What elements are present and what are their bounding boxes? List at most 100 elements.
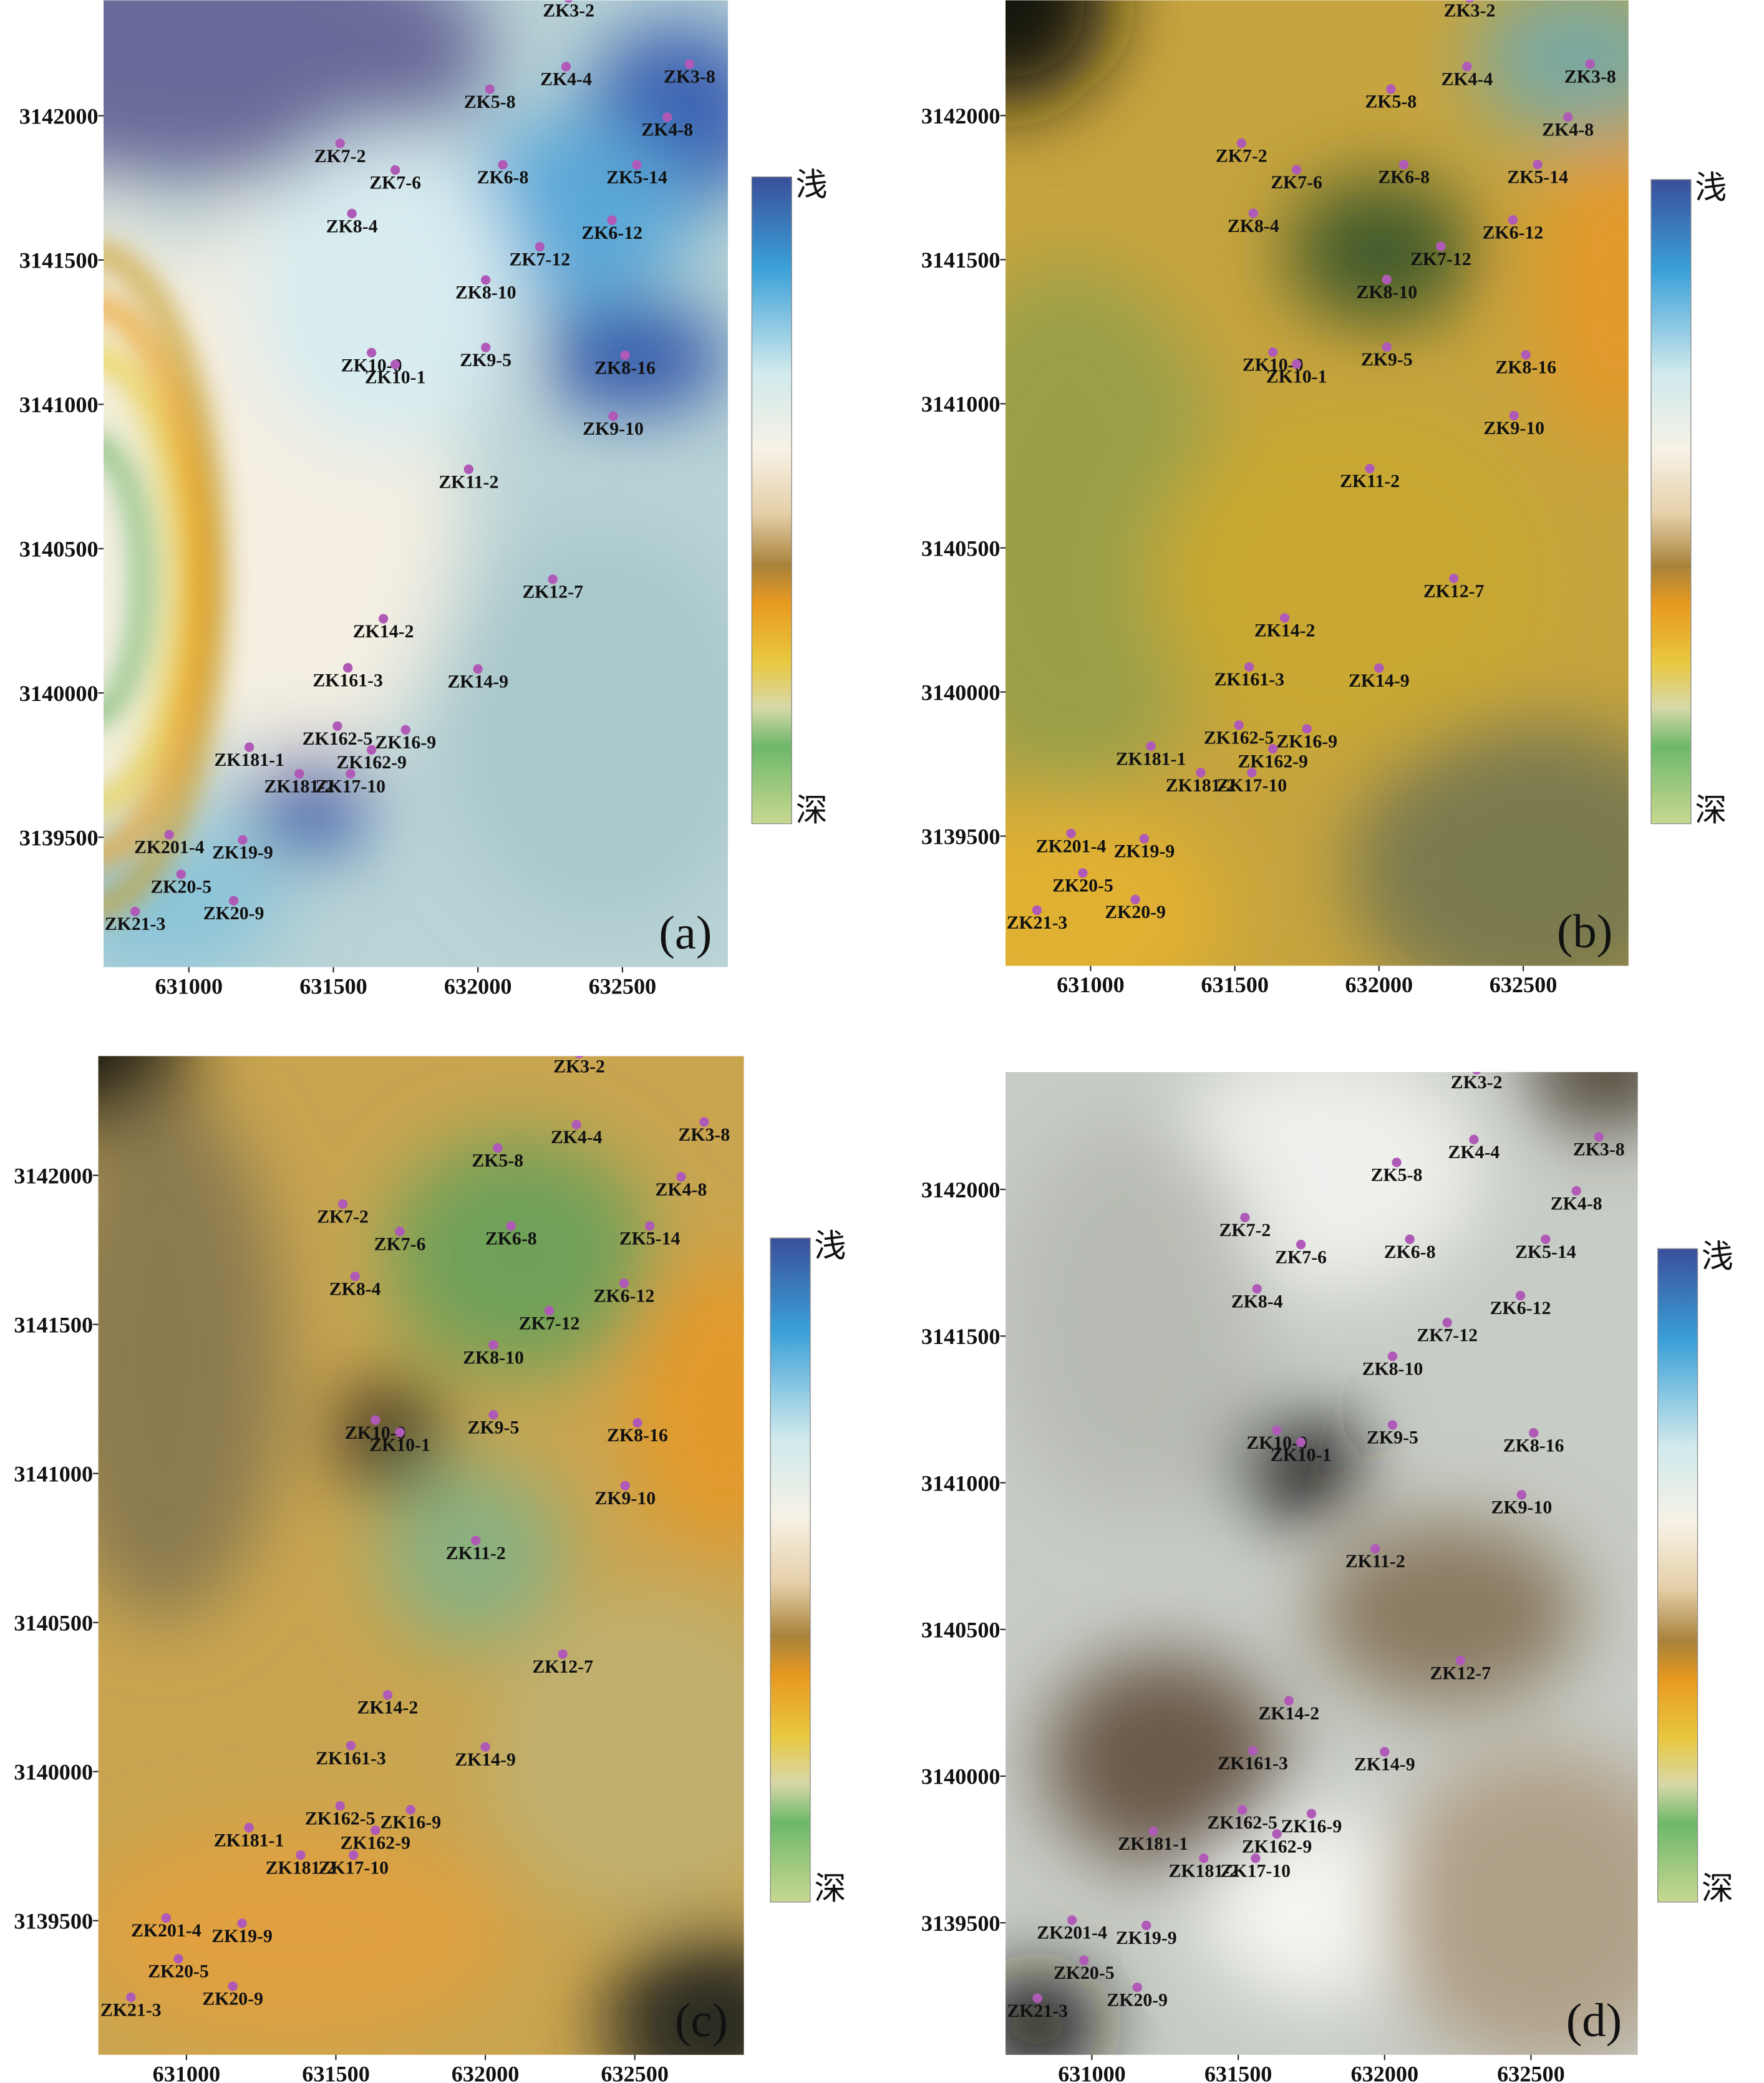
borehole-label: ZK4-4 <box>551 1127 603 1148</box>
borehole <box>1268 743 1278 754</box>
borehole <box>1079 1955 1089 1966</box>
borehole <box>1247 768 1257 778</box>
borehole <box>1284 1696 1294 1706</box>
colorbar-top-label: 浅 <box>1702 1239 1733 1275</box>
y-tick-label: 3140500 <box>14 1610 93 1635</box>
contour-blob <box>605 1931 744 2055</box>
borehole-label: ZK5-8 <box>464 92 516 112</box>
borehole <box>1279 613 1290 623</box>
contour-blob <box>487 1595 744 1915</box>
borehole-label: ZK10-1 <box>1271 1444 1332 1465</box>
borehole <box>1392 1157 1402 1167</box>
y-tick-label: 3140500 <box>921 1618 1001 1643</box>
borehole <box>1078 868 1088 878</box>
y-tick-label: 3142000 <box>921 1177 1001 1202</box>
borehole-label: ZK201-4 <box>131 1920 201 1941</box>
borehole-label: ZK162-9 <box>1238 751 1308 771</box>
borehole-label: ZK17-10 <box>316 776 386 797</box>
borehole <box>506 1221 516 1231</box>
borehole-label: ZK16-9 <box>1276 732 1337 752</box>
borehole <box>1272 1425 1282 1436</box>
x-tick-label: 631500 <box>1204 2061 1272 2083</box>
borehole <box>1244 662 1254 672</box>
borehole <box>493 1143 503 1153</box>
contour-blob <box>379 1462 566 1649</box>
borehole <box>1248 208 1258 218</box>
borehole-label: ZK19-9 <box>1116 1928 1177 1948</box>
borehole <box>395 1428 405 1438</box>
borehole <box>1516 1490 1527 1500</box>
borehole <box>1541 1234 1551 1244</box>
borehole <box>481 275 491 285</box>
borehole-label: ZK7-2 <box>317 1206 369 1227</box>
borehole-label: ZK3-2 <box>1451 1072 1503 1093</box>
y-tick-label: 3141500 <box>921 248 1001 273</box>
borehole-label: ZK201-4 <box>134 837 205 858</box>
borehole <box>1594 1132 1604 1142</box>
y-tick-label: 3139500 <box>14 1908 93 1933</box>
y-tick-label: 3140000 <box>14 1759 93 1784</box>
borehole-label: ZK12-7 <box>532 1656 593 1677</box>
y-tick-label: 3139500 <box>19 825 99 850</box>
contour-blob <box>98 1090 283 1621</box>
borehole <box>1066 828 1076 839</box>
borehole <box>1436 241 1446 251</box>
borehole-label: ZK7-12 <box>519 1313 580 1333</box>
borehole <box>228 896 239 906</box>
borehole <box>378 614 389 624</box>
borehole <box>571 1119 581 1130</box>
borehole <box>1374 663 1384 673</box>
borehole-label: ZK162-9 <box>340 1833 410 1853</box>
borehole-label: ZK162-5 <box>1207 1812 1277 1833</box>
borehole <box>463 464 474 475</box>
borehole <box>395 1226 405 1237</box>
borehole-label: ZK7-12 <box>1410 249 1471 269</box>
borehole <box>1236 138 1246 148</box>
borehole <box>608 411 618 421</box>
borehole <box>400 725 410 735</box>
colorbar-top-label: 浅 <box>796 167 828 203</box>
borehole-label: ZK8-4 <box>1231 1291 1283 1312</box>
borehole <box>1387 1351 1398 1361</box>
borehole-label: ZK7-6 <box>369 172 421 193</box>
borehole-label: ZK162-9 <box>336 752 407 773</box>
borehole <box>1234 720 1244 730</box>
borehole-label: ZK14-9 <box>447 672 508 692</box>
borehole-label: ZK4-8 <box>1542 119 1594 140</box>
borehole <box>349 1850 359 1860</box>
contour-blob <box>443 526 728 925</box>
colorbar <box>770 1237 811 1903</box>
borehole-label: ZK19-9 <box>211 1926 273 1946</box>
borehole-label: ZK19-9 <box>212 842 273 863</box>
contour-blob <box>336 1382 442 1489</box>
borehole <box>564 0 573 3</box>
borehole-label: ZK181-1 <box>214 750 284 770</box>
borehole-label: ZK20-5 <box>148 1961 209 1982</box>
borehole-label: ZK181-2 <box>266 1857 336 1878</box>
borehole-label: ZK5-8 <box>1365 92 1417 112</box>
borehole-label: ZK5-14 <box>1515 1242 1576 1262</box>
borehole-label: ZK201-4 <box>1037 1923 1107 1943</box>
borehole <box>1296 1239 1306 1250</box>
borehole-label: ZK14-9 <box>1349 670 1410 691</box>
x-tick-label: 632500 <box>589 974 657 998</box>
contour-blob <box>1006 1972 1104 2055</box>
borehole-label: ZK3-8 <box>1564 66 1616 87</box>
borehole <box>382 1690 393 1700</box>
contour-blob <box>256 750 363 856</box>
borehole-label: ZK9-10 <box>1491 1497 1553 1518</box>
borehole <box>488 1340 498 1350</box>
borehole <box>244 1822 254 1833</box>
borehole <box>342 663 353 673</box>
borehole <box>1199 1853 1209 1863</box>
contour-blob <box>1349 723 1629 966</box>
contour-field <box>1006 0 1629 966</box>
borehole-label: ZK161-3 <box>1214 669 1284 690</box>
borehole-label: ZK7-6 <box>1271 172 1322 193</box>
x-tick-label: 631500 <box>1201 972 1269 997</box>
contour-field <box>1006 1071 1638 2055</box>
borehole <box>1032 1993 1042 2003</box>
borehole-label: ZK162-9 <box>1242 1836 1312 1857</box>
contour-blob <box>1006 266 1228 797</box>
